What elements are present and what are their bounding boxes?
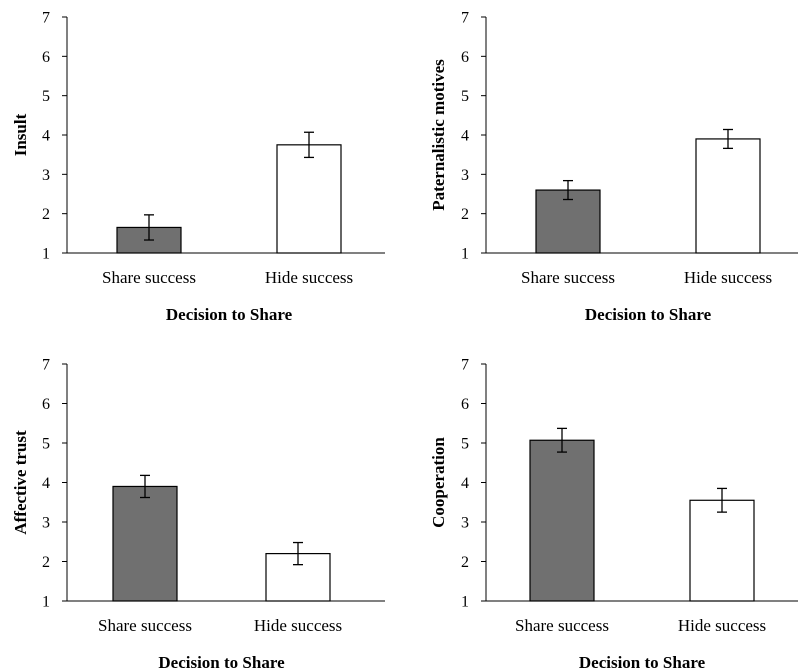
x-axis-title: Decision to Share: [166, 305, 293, 324]
x-axis-title: Decision to Share: [158, 653, 285, 671]
bar-hide-success: [689, 499, 755, 602]
chart-panel-2: 1 2 3 4 5 6 7 Share success Hide success Decision…: [429, 10, 798, 324]
y-tick-label: 3: [42, 515, 50, 532]
y-tick-label: 7: [461, 10, 469, 27]
y-tick-label: 1: [461, 246, 469, 263]
chart-panel-3: 1 2 3 4 5 6 7 Share success Hide success Decision…: [11, 357, 385, 671]
y-axis-title: Paternalistic motives: [429, 59, 448, 211]
y-axis-title: Insult: [11, 113, 30, 156]
y-tick-label: 4: [42, 475, 50, 492]
category-label: Share success: [515, 616, 609, 635]
bar-share-success: [529, 439, 595, 602]
category-label: Hide success: [684, 268, 772, 287]
y-tick-label: 6: [461, 49, 469, 66]
x-axis-title: Decision to Share: [579, 653, 706, 671]
y-tick-label: 2: [42, 554, 50, 571]
y-tick-label: 4: [461, 475, 469, 492]
y-axis-title: Cooperation: [429, 437, 448, 528]
chart-panel-1: 1 2 3 4 5 6 7 Share success Hide success Decision…: [11, 10, 385, 324]
category-label: Share success: [521, 268, 615, 287]
bar-share-success: [112, 485, 178, 602]
y-tick-label: 6: [461, 396, 469, 413]
y-tick-label: 2: [42, 206, 50, 223]
y-tick-label: 7: [42, 357, 50, 374]
y-axis-title: Affective trust: [11, 430, 30, 535]
x-axis-title: Decision to Share: [585, 305, 712, 324]
y-tick-label: 7: [42, 10, 50, 27]
chart-panel-4: 1 2 3 4 5 6 7 Share success Hide success Decision…: [429, 357, 798, 671]
y-tick-label: 3: [42, 167, 50, 184]
category-label: Hide success: [265, 268, 353, 287]
y-tick-label: 3: [461, 167, 469, 184]
y-tick-label: 6: [42, 396, 50, 413]
category-label: Hide success: [678, 616, 766, 635]
y-tick-label: 4: [461, 128, 469, 145]
category-label: Hide success: [254, 616, 342, 635]
y-tick-label: 1: [42, 594, 50, 611]
y-tick-label: 7: [461, 357, 469, 374]
bar-share-success: [535, 189, 601, 254]
y-tick-label: 3: [461, 515, 469, 532]
y-tick-label: 4: [42, 128, 50, 145]
y-tick-label: 5: [461, 88, 469, 105]
bar-hide-success: [276, 144, 342, 254]
y-tick-label: 2: [461, 554, 469, 571]
y-tick-label: 5: [42, 436, 50, 453]
category-label: Share success: [98, 616, 192, 635]
y-tick-label: 1: [42, 246, 50, 263]
y-tick-label: 1: [461, 594, 469, 611]
y-tick-label: 5: [42, 88, 50, 105]
category-label: Share success: [102, 268, 196, 287]
y-tick-label: 2: [461, 206, 469, 223]
y-tick-label: 6: [42, 49, 50, 66]
y-tick-label: 5: [461, 436, 469, 453]
bar-hide-success: [695, 138, 761, 254]
